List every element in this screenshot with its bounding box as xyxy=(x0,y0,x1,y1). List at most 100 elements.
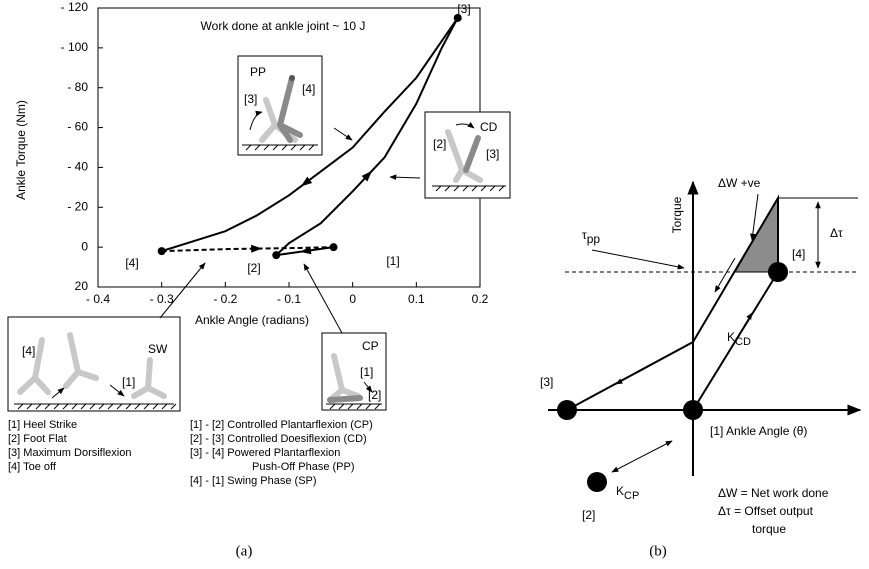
ground-hatch xyxy=(53,403,60,410)
chart-title: Work done at ankle joint ~ 10 J xyxy=(201,19,366,33)
key-item: [1] Heel Strike xyxy=(8,419,77,431)
subscript: pp xyxy=(587,232,601,246)
inset-box xyxy=(237,55,323,156)
foot xyxy=(131,357,167,399)
inset-point: [4] xyxy=(302,82,315,96)
ground-hatch xyxy=(263,144,270,151)
point xyxy=(272,251,281,260)
inset-point: [3] xyxy=(486,147,499,161)
state-point xyxy=(587,472,607,492)
point-label: [3] xyxy=(540,375,553,389)
symbol: K xyxy=(616,484,624,498)
note: Δτ = Offset output xyxy=(718,504,814,518)
point-label: [2] xyxy=(247,261,260,275)
y-tick-label: 0 xyxy=(81,239,88,253)
inset-title: SW xyxy=(148,342,168,356)
direction-arrow xyxy=(615,370,641,385)
ground-hatch xyxy=(254,144,261,151)
x-tick-label: - 0.3 xyxy=(150,292,174,306)
key-item: Push-Off Phase (PP) xyxy=(252,461,355,473)
axis-title: Torque xyxy=(670,196,684,233)
direction-arrow xyxy=(300,176,313,187)
ground-hatch xyxy=(170,403,177,410)
ground-hatch xyxy=(44,403,51,410)
ground-hatch xyxy=(462,185,469,192)
ground-hatch xyxy=(498,185,505,192)
point xyxy=(453,13,462,22)
ground-hatch xyxy=(272,144,279,151)
ground-hatch xyxy=(89,403,96,410)
key-item: [2] Foot Flat xyxy=(8,433,67,445)
caption: (b) xyxy=(649,543,667,559)
key-item: [4] Toe off xyxy=(8,461,57,473)
symbol: τ xyxy=(582,228,587,242)
ground-hatch xyxy=(125,403,132,410)
direction-arrow xyxy=(361,170,373,182)
inset-point: [4] xyxy=(22,344,35,358)
ground-hatch xyxy=(471,185,478,192)
foot xyxy=(63,332,99,389)
state-point xyxy=(768,262,788,282)
foot xyxy=(276,75,303,143)
subscript: CD xyxy=(735,336,751,348)
pointer xyxy=(750,193,759,241)
work-label: ΔW +ve xyxy=(718,176,761,190)
foot xyxy=(327,395,363,403)
x-tick-label: 0 xyxy=(349,292,356,306)
y-tick-label: - 100 xyxy=(61,40,89,54)
point-label: [1] xyxy=(386,254,399,268)
point xyxy=(157,247,166,256)
ground-hatch xyxy=(71,403,78,410)
x-tick-label: 0.1 xyxy=(408,292,425,306)
motion-arrow xyxy=(249,110,263,131)
ground-hatch xyxy=(338,403,345,410)
y-tick-label: - 20 xyxy=(67,199,88,213)
key-item: [3] Maximum Dorsiflexion xyxy=(8,447,131,459)
inset-title: CD xyxy=(480,120,498,134)
subscript: CP xyxy=(624,490,639,502)
inset-point: [3] xyxy=(244,92,257,106)
direction-arrow xyxy=(251,244,263,253)
x-tick-label: 0.2 xyxy=(472,292,489,306)
foot xyxy=(327,353,361,403)
note: torque xyxy=(752,522,786,536)
ground-hatch xyxy=(299,144,306,151)
ground-hatch xyxy=(281,144,288,151)
ground-hatch xyxy=(480,185,487,192)
y-tick-label: - 80 xyxy=(67,80,88,94)
key-item: [2] - [3] Controlled Doesiflexion (CD) xyxy=(190,433,367,445)
motion-arrow xyxy=(363,381,373,393)
ground-hatch xyxy=(116,403,123,410)
key-item: [1] - [2] Controlled Plantarflexion (CP) xyxy=(190,419,373,431)
inset-point: [2] xyxy=(433,137,446,151)
ground-hatch xyxy=(134,403,141,410)
note: ΔW = Net work done xyxy=(718,486,829,500)
inset-box xyxy=(7,316,181,412)
point-label: [4] xyxy=(792,247,805,261)
stiffness-label: KCD xyxy=(727,330,751,348)
ground-hatch xyxy=(143,403,150,410)
point-label: [3] xyxy=(457,2,470,16)
key-item: [3] - [4] Powered Plantarflexion xyxy=(190,447,340,459)
ground-hatch xyxy=(26,403,33,410)
y-tick-label: - 120 xyxy=(61,0,89,14)
caption: (a) xyxy=(236,543,253,559)
x-tick-label: - 0.2 xyxy=(213,292,237,306)
ground-hatch xyxy=(453,185,460,192)
pointer xyxy=(303,263,343,334)
ground-hatch xyxy=(489,185,496,192)
ground-hatch xyxy=(161,403,168,410)
foot xyxy=(463,135,481,173)
key-item: [4] - [1] Swing Phase (SP) xyxy=(190,475,317,487)
x-tick-label: - 0.1 xyxy=(277,292,301,306)
motion-arrow xyxy=(455,121,475,129)
ground-hatch xyxy=(374,403,381,410)
ground-hatch xyxy=(245,144,252,151)
ground-hatch xyxy=(62,403,69,410)
inset-title: CP xyxy=(362,339,379,353)
ground-hatch xyxy=(356,403,363,410)
inset-title: PP xyxy=(250,65,266,79)
direction-arrow xyxy=(714,257,736,293)
direction-arrow xyxy=(734,312,753,342)
